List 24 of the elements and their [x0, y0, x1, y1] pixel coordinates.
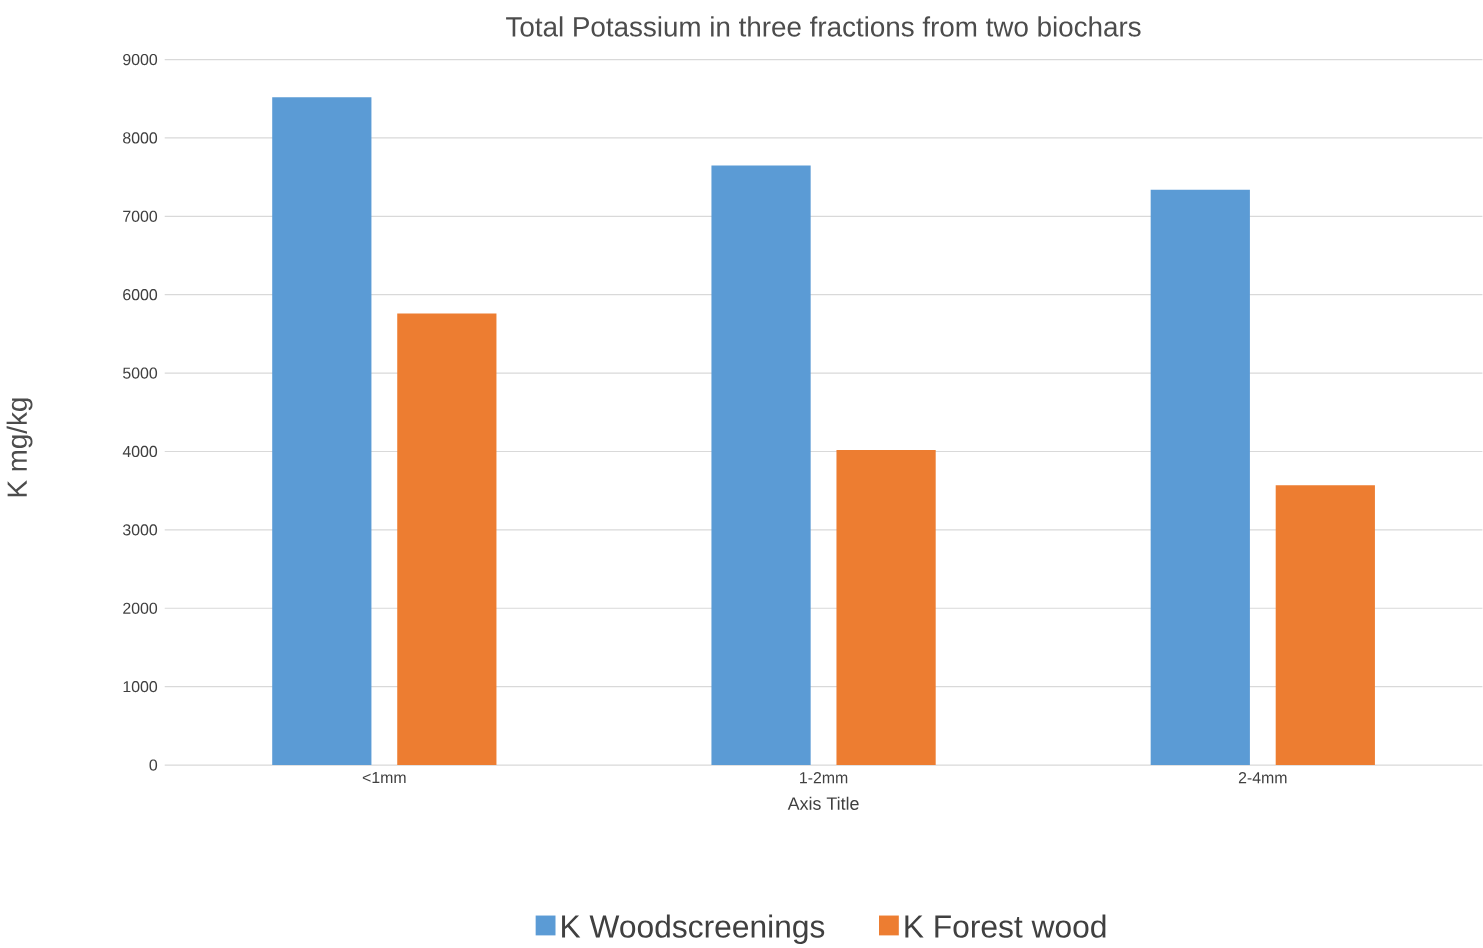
- y-axis-title: K mg/kg: [6, 398, 33, 497]
- x-axis-title: Axis Title: [787, 796, 859, 810]
- x-tick-label: 2-4mm: [1238, 771, 1287, 783]
- y-tick-label: 2000: [123, 602, 158, 614]
- x-tick-label: 1-2mm: [800, 771, 848, 783]
- y-tick-label: 4000: [122, 445, 158, 457]
- y-tick-label: 8000: [123, 132, 158, 144]
- y-tick-label: 0: [149, 759, 158, 771]
- y-tick-label: 3000: [122, 524, 158, 536]
- y-tick-label: 5000: [123, 367, 158, 379]
- y-tick-label: 7000: [123, 210, 158, 222]
- chart-title: Total Potassium in three fractions from two biochars: [506, 16, 1141, 37]
- bar: [1275, 485, 1375, 765]
- y-tick-label: 9000: [123, 53, 158, 65]
- y-tick-label: 1000: [123, 680, 158, 693]
- x-tick-label: <1mm: [362, 771, 406, 783]
- y-tick-label: 6000: [123, 288, 158, 301]
- bar: [272, 97, 372, 765]
- bar: [711, 165, 811, 765]
- legend-label: K Forest wood: [905, 914, 1106, 938]
- bar: [397, 313, 497, 765]
- bar: [836, 449, 936, 765]
- bar: [1150, 189, 1250, 765]
- legend-label: K Woodscreenings: [562, 914, 825, 944]
